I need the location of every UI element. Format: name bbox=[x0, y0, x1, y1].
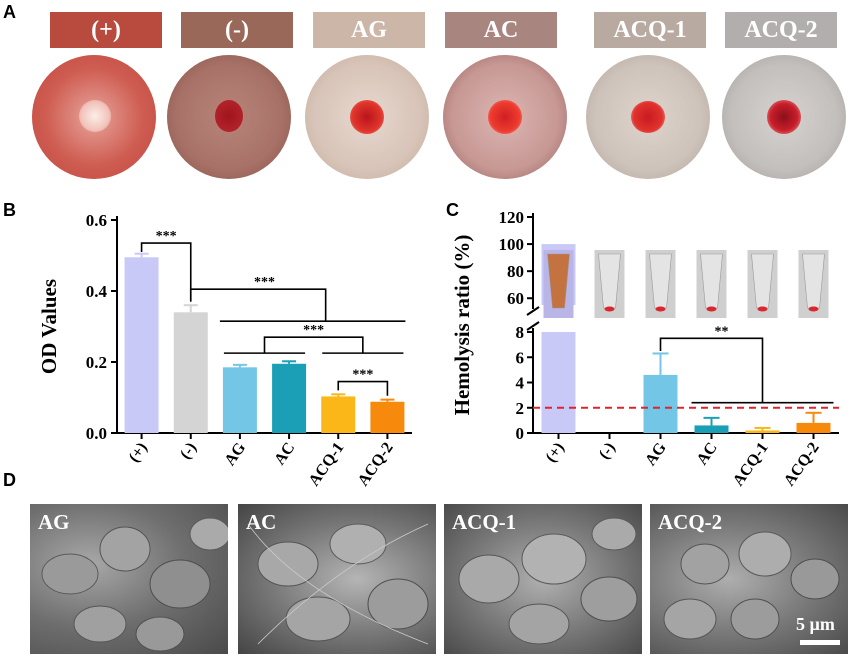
sig-label-3: *** bbox=[352, 368, 373, 383]
tube-pellet-1 bbox=[604, 306, 615, 312]
bar-4 bbox=[321, 396, 356, 433]
tube-photo-0 bbox=[547, 253, 570, 309]
tube-pellet-3 bbox=[706, 306, 717, 312]
y-tick-label: 0.0 bbox=[86, 424, 107, 443]
x-tick-label: AC bbox=[694, 440, 721, 469]
chart-od-values: 0.0 0.2 0.4 0.6 OD Values (+) (-) AG AC ACQ-1 ACQ-… bbox=[37, 211, 412, 490]
sig-label-2: *** bbox=[303, 323, 324, 338]
sem-texture-acq1 bbox=[458, 517, 638, 645]
panel-letter-c: C bbox=[446, 200, 459, 220]
bar-0 bbox=[124, 257, 159, 433]
x-tick-label: (-) bbox=[596, 440, 619, 463]
x-tick-label: (+) bbox=[126, 440, 151, 466]
group-label-neg: (-) bbox=[181, 12, 293, 48]
sig-bracket-2 bbox=[263, 336, 364, 354]
bar-2 bbox=[643, 374, 678, 433]
sem-label-ag: AG bbox=[38, 510, 70, 534]
petri-dish-acq1 bbox=[586, 55, 710, 179]
panel-letter-d: D bbox=[3, 470, 16, 490]
petri-dish-ag bbox=[305, 55, 429, 179]
tube-pellet-2 bbox=[655, 306, 666, 312]
y-tick-label: 4 bbox=[516, 374, 525, 393]
sem-texture-ag bbox=[41, 517, 228, 652]
petri-dish-acq2 bbox=[722, 55, 846, 179]
bar-3 bbox=[694, 425, 729, 433]
sig-label-0: ** bbox=[715, 324, 729, 339]
scale-bar-label: 5 µm bbox=[796, 614, 835, 634]
y-tick-label: 60 bbox=[507, 289, 524, 308]
y-tick-label: 0.2 bbox=[86, 353, 107, 372]
y-tick-label: 8 bbox=[516, 323, 525, 342]
y-axis-label: Hemolysis ratio (%) bbox=[450, 235, 474, 416]
axis-break-mark bbox=[526, 321, 540, 331]
sem-label-ac: AC bbox=[246, 510, 277, 534]
bar-4 bbox=[745, 430, 780, 433]
group-label-ag: AG bbox=[313, 12, 425, 48]
sem-image-ac: AC bbox=[238, 504, 436, 654]
sig-bracket-3 bbox=[337, 380, 389, 396]
y-tick-label: 6 bbox=[516, 348, 525, 367]
x-tick-label: AG bbox=[222, 439, 250, 469]
sem-image-acq1: ACQ-1 bbox=[444, 504, 642, 654]
x-tick-label: (-) bbox=[177, 440, 200, 463]
x-tick-label: AG bbox=[642, 439, 670, 469]
tube-pellet-4 bbox=[757, 306, 768, 312]
bar-3 bbox=[272, 363, 307, 433]
group-label-acq2: ACQ-2 bbox=[725, 12, 837, 48]
sig-bracket-1 bbox=[189, 288, 327, 322]
y-tick-label: 0.6 bbox=[86, 211, 107, 230]
tube-photo-5 bbox=[802, 253, 825, 309]
sem-image-acq2: ACQ-2 5 µm bbox=[650, 504, 848, 654]
y-axis-label: OD Values bbox=[37, 279, 61, 374]
x-tick-label: AC bbox=[271, 440, 298, 469]
chart-hemolysis-ratio: 0 2 4 6 8 60 80 100 120 Hemolysis ratio (%) (+) (-)… bbox=[450, 208, 839, 490]
axis-break-mark bbox=[526, 306, 540, 316]
sem-image-ag: AG bbox=[30, 504, 228, 654]
tube-photo-4 bbox=[751, 253, 774, 309]
sig-label-1: *** bbox=[254, 275, 275, 290]
y-tick-label: 2 bbox=[516, 399, 525, 418]
tube-photo-2 bbox=[649, 253, 672, 309]
sem-texture-ac bbox=[247, 523, 429, 645]
x-tick-label: ACQ-1 bbox=[306, 440, 348, 490]
tube-photo-1 bbox=[598, 253, 621, 309]
tube-pellet-5 bbox=[808, 306, 819, 312]
y-tick-label: 80 bbox=[507, 262, 524, 281]
y-tick-label: 120 bbox=[499, 208, 525, 227]
bar-2 bbox=[222, 367, 257, 433]
group-label-acq1: ACQ-1 bbox=[594, 12, 706, 48]
petri-dish-ac bbox=[443, 55, 567, 179]
bar-0 bbox=[541, 332, 576, 433]
sig-bracket-0 bbox=[140, 242, 192, 302]
sig-bracket-0 bbox=[659, 337, 764, 403]
x-tick-label: (+) bbox=[543, 440, 568, 466]
x-tick-label: ACQ-1 bbox=[730, 440, 772, 490]
sem-texture-acq2 bbox=[663, 531, 840, 640]
panel-letter-b: B bbox=[3, 200, 16, 220]
x-tick-label: ACQ-2 bbox=[355, 440, 397, 490]
y-tick-label: 0.4 bbox=[86, 282, 108, 301]
bar-5 bbox=[370, 401, 405, 433]
sig-label-0: *** bbox=[156, 229, 177, 244]
tube-photo-3 bbox=[700, 253, 723, 309]
sem-label-acq2: ACQ-2 bbox=[658, 510, 723, 534]
bar-5 bbox=[796, 422, 831, 433]
panel-letter-a: A bbox=[3, 2, 16, 22]
y-tick-label: 0 bbox=[516, 424, 525, 443]
scale-bar bbox=[800, 640, 840, 645]
group-label-pos: (+) bbox=[50, 12, 162, 48]
bar-1 bbox=[173, 312, 208, 433]
group-label-ac: AC bbox=[445, 12, 557, 48]
x-tick-label: ACQ-2 bbox=[781, 440, 823, 490]
y-tick-label: 100 bbox=[499, 235, 525, 254]
sem-label-acq1: ACQ-1 bbox=[452, 510, 517, 534]
petri-dish-neg bbox=[167, 55, 291, 179]
petri-dish-pos bbox=[32, 55, 156, 179]
